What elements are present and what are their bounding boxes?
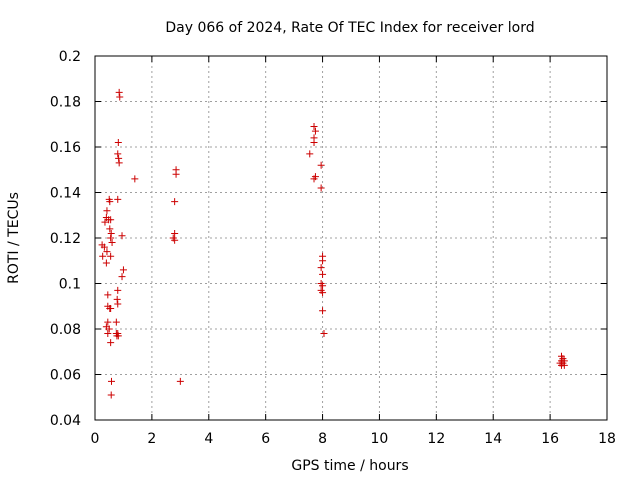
data-point <box>107 252 115 260</box>
data-point <box>104 291 112 299</box>
data-point <box>106 225 114 233</box>
y-tick-label: 0.16 <box>50 140 81 156</box>
data-point <box>112 318 120 326</box>
grid-lines <box>95 56 607 420</box>
x-tick-label: 4 <box>204 431 213 447</box>
x-axis-label: GPS time / hours <box>291 458 408 474</box>
data-point <box>114 195 122 203</box>
x-tick-label: 6 <box>261 431 270 447</box>
data-point <box>113 295 121 303</box>
axis-ticks <box>94 55 608 421</box>
chart-title: Day 066 of 2024, Rate Of TEC Index for r… <box>165 20 534 36</box>
y-tick-label: 0.06 <box>50 368 81 384</box>
data-point <box>107 339 115 347</box>
data-point <box>107 229 115 237</box>
y-tick-label: 0.2 <box>59 49 81 65</box>
data-point <box>108 239 116 247</box>
data-point <box>106 198 114 206</box>
data-point <box>310 138 318 146</box>
data-point <box>107 216 115 224</box>
x-tick-label: 10 <box>371 431 389 447</box>
y-tick-label: 0.12 <box>50 231 81 247</box>
data-point <box>320 330 328 338</box>
data-point <box>306 150 314 158</box>
data-point <box>107 305 115 313</box>
y-tick-label: 0.14 <box>50 186 81 202</box>
data-point <box>104 318 112 326</box>
y-tick-label: 0.04 <box>50 413 81 429</box>
x-tick-label: 0 <box>91 431 100 447</box>
data-point <box>171 236 179 244</box>
y-axis-label: ROTI / TECUs <box>6 192 22 284</box>
data-point <box>119 266 127 274</box>
data-point <box>107 391 115 399</box>
data-point <box>107 377 115 385</box>
data-point <box>171 198 179 206</box>
data-point <box>172 170 180 178</box>
data-point <box>104 330 112 338</box>
x-tick-label: 2 <box>147 431 156 447</box>
data-point <box>114 300 122 308</box>
data-point <box>317 264 325 272</box>
data-point <box>131 175 139 183</box>
data-point <box>114 286 122 294</box>
data-point <box>310 175 318 183</box>
data-point <box>317 184 325 192</box>
x-tick-label: 18 <box>598 431 616 447</box>
y-tick-label: 0.18 <box>50 95 81 111</box>
data-points <box>98 88 568 399</box>
data-point <box>176 377 184 385</box>
data-point <box>118 273 126 281</box>
data-point <box>319 307 327 315</box>
data-point <box>100 243 108 251</box>
data-point <box>103 248 111 256</box>
data-point <box>319 282 327 290</box>
tick-labels: 0 2 4 6 8 10 12 14 16 18 0.04 0.06 0.08 0.1 0.12 0.14 0.… <box>50 49 616 447</box>
data-point <box>115 154 123 162</box>
data-point <box>101 218 109 226</box>
data-point <box>310 123 318 131</box>
data-point <box>560 361 568 369</box>
data-point <box>116 93 124 101</box>
data-point <box>115 159 123 167</box>
y-tick-label: 0.1 <box>59 277 81 293</box>
data-point <box>319 270 327 278</box>
x-tick-label: 12 <box>427 431 445 447</box>
data-point <box>99 252 107 260</box>
data-point <box>319 289 327 297</box>
x-tick-label: 8 <box>318 431 327 447</box>
data-point <box>118 232 126 240</box>
data-point <box>105 325 113 333</box>
data-point <box>171 229 179 237</box>
data-point <box>114 332 122 340</box>
data-point <box>115 88 123 96</box>
x-tick-label: 14 <box>484 431 502 447</box>
data-point <box>107 234 115 242</box>
x-tick-label: 16 <box>541 431 559 447</box>
data-point <box>102 259 110 267</box>
data-point <box>103 207 111 215</box>
y-tick-label: 0.08 <box>50 322 81 338</box>
data-point <box>317 161 325 169</box>
data-point <box>311 127 319 135</box>
data-point <box>319 257 327 265</box>
data-point <box>114 150 122 158</box>
data-point <box>114 138 122 146</box>
